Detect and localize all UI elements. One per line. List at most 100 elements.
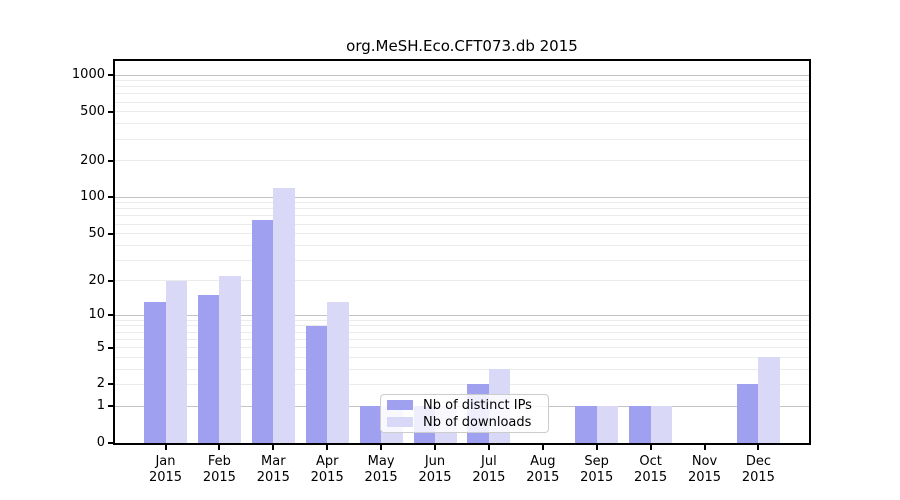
x-tick-mar xyxy=(272,445,275,450)
y-tick-label-1000: 1000 xyxy=(71,67,105,82)
y-gridline-minor-20 xyxy=(115,280,809,282)
y-gridline-minor-600 xyxy=(115,101,809,103)
y-gridline-minor-900 xyxy=(115,80,809,82)
legend-item-downloads: Nb of downloads xyxy=(387,414,548,430)
y-gridline-minor-7 xyxy=(115,331,809,333)
x-tick-label-nov: Nov 2015 xyxy=(687,454,722,485)
bar-distinct-ips-dec xyxy=(736,384,759,443)
y-gridline-minor-70 xyxy=(115,215,809,217)
bar-distinct-ips-jan xyxy=(144,302,166,443)
x-tick-oct xyxy=(649,445,652,450)
y-tick-label-100: 100 xyxy=(80,189,105,205)
legend: Nb of distinct IPs Nb of downloads xyxy=(380,394,549,433)
y-tick-0 xyxy=(108,442,113,444)
x-tick-label-jul: Jul 2015 xyxy=(472,454,506,485)
y-gridline-minor-9 xyxy=(115,319,809,321)
y-gridline-minor-3 xyxy=(115,368,809,370)
y-tick-label-0: 0 xyxy=(96,435,105,450)
x-tick-dec xyxy=(757,445,760,450)
y-gridline-minor-8 xyxy=(115,325,809,327)
y-gridline-minor-400 xyxy=(115,123,809,125)
bar-downloads-mar xyxy=(273,187,295,443)
axis-spine-right xyxy=(809,59,811,445)
y-tick-5 xyxy=(108,346,113,349)
y-tick-1 xyxy=(108,405,113,408)
y-gridline-minor-5 xyxy=(115,347,809,349)
y-gridline-minor-40 xyxy=(115,244,809,246)
y-tick-label-2: 2 xyxy=(96,376,105,392)
x-tick-sep xyxy=(595,445,598,450)
y-tick-50 xyxy=(108,232,113,235)
x-tick-feb xyxy=(218,445,221,450)
y-gridline-minor-500 xyxy=(115,111,809,113)
bar-distinct-ips-mar xyxy=(251,219,274,443)
bar-downloads-jan xyxy=(165,280,187,443)
axis-spine-bottom xyxy=(113,443,811,445)
y-gridline-major-100 xyxy=(115,196,809,198)
legend-swatch-downloads xyxy=(387,417,413,427)
y-tick-label-5: 5 xyxy=(96,339,105,355)
y-gridline-minor-200 xyxy=(115,160,809,161)
y-tick-label-500: 500 xyxy=(80,103,105,119)
x-tick-label-sep: Sep 2015 xyxy=(580,454,614,485)
y-tick-label-1: 1 xyxy=(96,398,105,414)
y-tick-20 xyxy=(108,279,113,282)
x-tick-label-feb: Feb 2015 xyxy=(202,454,236,485)
x-tick-jun xyxy=(434,445,436,450)
bar-downloads-sep xyxy=(596,406,619,443)
y-tick-100 xyxy=(108,196,113,199)
legend-label-distinct-ips: Nb of distinct IPs xyxy=(423,397,532,413)
y-gridline-major-1000 xyxy=(115,74,809,76)
y-gridline-minor-800 xyxy=(115,86,809,88)
x-tick-label-jun: Jun 2015 xyxy=(418,454,452,485)
bar-distinct-ips-may xyxy=(359,406,382,443)
y-tick-2 xyxy=(108,383,113,386)
x-tick-label-apr: Apr 2015 xyxy=(310,454,344,485)
y-tick-label-20: 20 xyxy=(88,272,105,288)
x-tick-label-may: May 2015 xyxy=(364,454,398,485)
y-tick-label-10: 10 xyxy=(88,307,105,323)
x-tick-label-oct: Oct 2015 xyxy=(634,454,668,485)
y-tick-label-200: 200 xyxy=(80,152,105,168)
x-tick-jul xyxy=(487,445,490,450)
y-gridline-minor-2 xyxy=(115,383,809,385)
y-gridline-minor-60 xyxy=(115,223,809,225)
y-tick-1000 xyxy=(108,74,113,76)
axis-spine-left xyxy=(113,59,115,445)
x-tick-label-aug: Aug 2015 xyxy=(526,454,560,485)
x-tick-aug xyxy=(541,445,544,450)
y-gridline-minor-6 xyxy=(115,338,809,340)
y-gridline-minor-700 xyxy=(115,93,809,95)
x-tick-may xyxy=(380,445,383,450)
y-tick-200 xyxy=(108,159,113,162)
y-gridline-minor-50 xyxy=(115,233,809,235)
y-gridline-minor-30 xyxy=(115,259,809,261)
bar-distinct-ips-apr xyxy=(305,325,328,443)
y-tick-500 xyxy=(108,110,113,113)
y-gridline-minor-90 xyxy=(115,202,809,204)
legend-swatch-distinct-ips xyxy=(387,400,413,410)
chart-title: org.MeSH.Eco.CFT073.db 2015 xyxy=(346,37,578,55)
legend-item-distinct-ips: Nb of distinct IPs xyxy=(387,397,548,413)
bar-distinct-ips-oct xyxy=(629,406,651,443)
y-gridline-minor-300 xyxy=(115,138,809,140)
x-tick-nov xyxy=(703,445,706,450)
x-tick-jan xyxy=(164,445,167,450)
y-gridline-major-10 xyxy=(115,314,809,316)
y-tick-label-50: 50 xyxy=(88,225,105,241)
bar-downloads-dec xyxy=(758,357,780,443)
bar-downloads-apr xyxy=(327,302,349,443)
x-tick-label-jan: Jan 2015 xyxy=(148,454,183,485)
bar-downloads-oct xyxy=(650,406,673,443)
axis-spine-top xyxy=(113,59,811,61)
bar-distinct-ips-feb xyxy=(197,295,220,443)
bar-distinct-ips-sep xyxy=(575,406,597,443)
bar-downloads-feb xyxy=(219,275,241,443)
x-tick-apr xyxy=(326,445,329,450)
y-gridline-minor-4 xyxy=(115,356,809,358)
x-tick-label-dec: Dec 2015 xyxy=(741,454,775,485)
x-tick-label-mar: Mar 2015 xyxy=(256,454,290,485)
legend-label-downloads: Nb of downloads xyxy=(423,414,532,430)
y-tick-10 xyxy=(108,314,113,317)
